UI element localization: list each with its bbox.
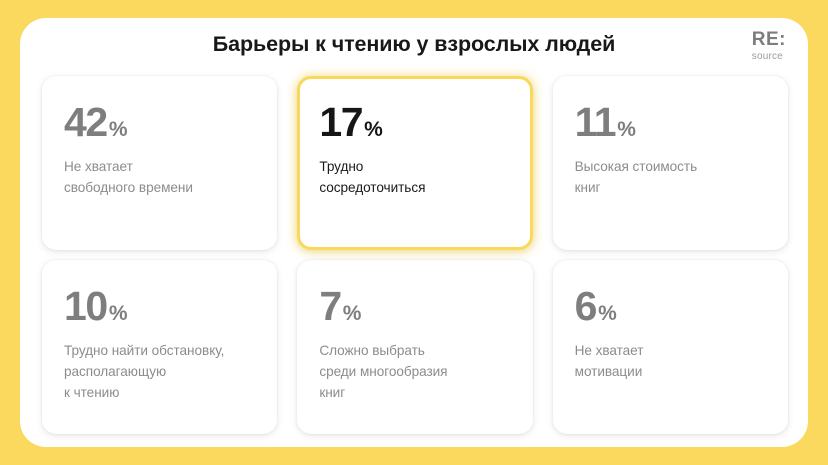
stat-card[interactable]: 10 % Трудно найти обстановку, располагаю… <box>42 260 278 434</box>
stat-card[interactable]: 42 % Не хватает свободного времени <box>42 76 278 250</box>
stat-value: 10 <box>64 283 108 329</box>
stat-figure: 10 % <box>64 286 255 327</box>
stat-unit: % <box>364 118 383 141</box>
stat-card[interactable]: 6 % Не хватает мотивации <box>552 260 788 434</box>
header: Барьеры к чтению у взрослых людей RE: so… <box>20 18 808 76</box>
stat-value: 17 <box>319 99 363 145</box>
stat-card[interactable]: 7 % Сложно выбрать среди многообразия кн… <box>297 260 533 434</box>
page-title: Барьеры к чтению у взрослых людей <box>212 32 616 56</box>
stat-value: 42 <box>64 99 108 145</box>
stat-unit: % <box>342 302 362 325</box>
brand-logo: RE: source <box>752 30 786 62</box>
stat-label: Трудно сосредоточиться <box>319 159 426 195</box>
stat-unit: % <box>108 302 128 325</box>
stat-label: Трудно найти обстановку, располагающую к… <box>64 343 225 400</box>
stat-figure: 6 % <box>575 286 766 327</box>
stat-figure: 11 % <box>575 102 766 143</box>
stat-card-highlighted[interactable]: 17 % Трудно сосредоточиться <box>297 76 533 250</box>
stat-figure: 17 % <box>319 102 510 143</box>
stat-label: Высокая стоимость книг <box>574 159 698 195</box>
brand-logo-sub: source <box>751 51 783 62</box>
stat-value: 7 <box>319 283 342 329</box>
stat-label: Не хватает свободного времени <box>64 159 193 195</box>
stat-value: 6 <box>574 283 598 329</box>
stat-value: 11 <box>574 99 617 145</box>
stat-unit: % <box>617 118 636 141</box>
stat-unit: % <box>598 302 617 325</box>
stat-card[interactable]: 11 % Высокая стоимость книг <box>552 76 788 250</box>
content-panel: Барьеры к чтению у взрослых людей RE: so… <box>20 18 808 447</box>
brand-logo-main: RE: <box>751 29 786 50</box>
stat-unit: % <box>108 118 128 141</box>
stat-label: Сложно выбрать среди многообразия книг <box>319 343 448 400</box>
stat-figure: 42 % <box>64 102 255 143</box>
stat-card-grid: 42 % Не хватает свободного времени 17 % … <box>42 76 788 434</box>
stat-figure: 7 % <box>319 286 510 327</box>
stat-label: Не хватает мотивации <box>574 343 644 379</box>
